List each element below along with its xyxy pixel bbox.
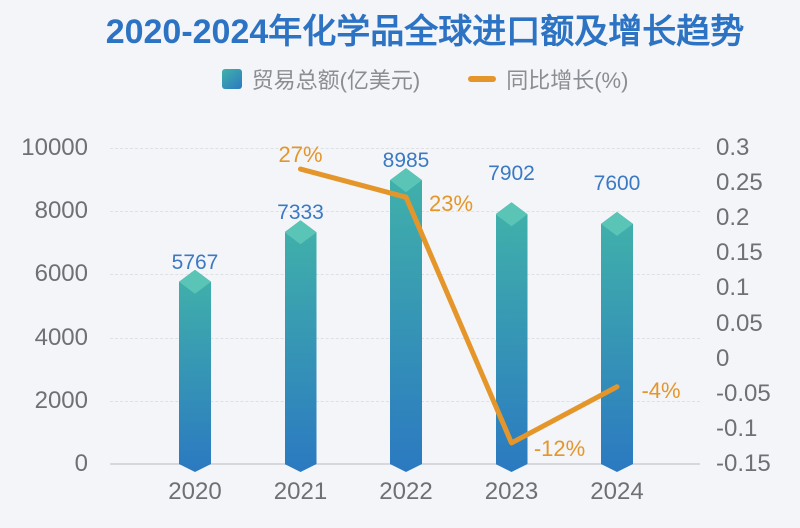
gridline (110, 148, 700, 149)
right-axis-tick-label: 0.2 (716, 204, 750, 232)
bar-value-label: 7902 (488, 162, 535, 186)
right-axis-tick-label: 0 (716, 344, 730, 372)
bar-cap-diamond (601, 212, 633, 236)
left-axis-tick-label: 0 (74, 450, 88, 477)
line-value-label: 27% (278, 142, 323, 168)
bar-2023 (496, 202, 528, 472)
line-value-label: -4% (641, 377, 681, 403)
right-axis-tick-label: 0.3 (716, 134, 750, 161)
line-value-label: -12% (533, 435, 586, 461)
x-axis-tick-label: 2024 (590, 478, 644, 505)
left-axis-tick-label: 6000 (34, 260, 88, 288)
left-axis-tick-label: 2000 (34, 386, 88, 414)
bar-2020 (179, 270, 211, 472)
bar-2024 (601, 212, 633, 472)
bar-cap-diamond (496, 202, 528, 226)
right-axis-tick-label: -0.05 (716, 379, 771, 407)
right-axis-tick-label: 0.25 (716, 169, 763, 197)
legend-item-trade-total[interactable]: 贸易总额(亿美元) (221, 63, 421, 95)
legend-item-yoy-growth[interactable]: 同比增长(%) (468, 63, 628, 95)
legend: 贸易总额(亿美元) 同比增长(%) (50, 64, 800, 94)
bar-2021 (285, 220, 317, 472)
bar-value-label: 5767 (171, 250, 219, 274)
line-value-label: 23% (428, 191, 474, 217)
right-axis-tick-label: 0.05 (716, 309, 763, 337)
bar-value-label: 7600 (593, 171, 641, 195)
left-axis-tick-label: 4000 (34, 323, 88, 351)
bar-value-label: 8985 (382, 149, 430, 173)
bar-value-label: 7333 (277, 201, 324, 225)
line-series-swatch-icon (468, 76, 497, 82)
chart-title: 2020-2024年化学品全球进口额及增长趋势 (105, 13, 745, 51)
bar-series-swatch-icon (221, 69, 242, 89)
legend-label-yoy-growth: 同比增长(%) (506, 68, 629, 93)
left-axis-tick-label: 8000 (34, 197, 88, 225)
right-axis-tick-label: -0.1 (716, 414, 758, 442)
bar-2022 (390, 168, 422, 472)
legend-label-trade-total: 贸易总额(亿美元) (251, 68, 421, 93)
right-axis-tick-label: 0.1 (716, 274, 750, 302)
x-axis-tick-label: 2021 (273, 478, 328, 505)
right-axis-tick-label: -0.15 (716, 450, 771, 477)
x-axis-tick-label: 2023 (484, 478, 539, 505)
x-axis-tick-label: 2020 (168, 478, 222, 505)
left-axis-tick-label: 10000 (21, 134, 88, 161)
x-axis-tick-label: 2022 (379, 478, 433, 505)
right-axis-tick-label: 0.15 (716, 239, 763, 267)
